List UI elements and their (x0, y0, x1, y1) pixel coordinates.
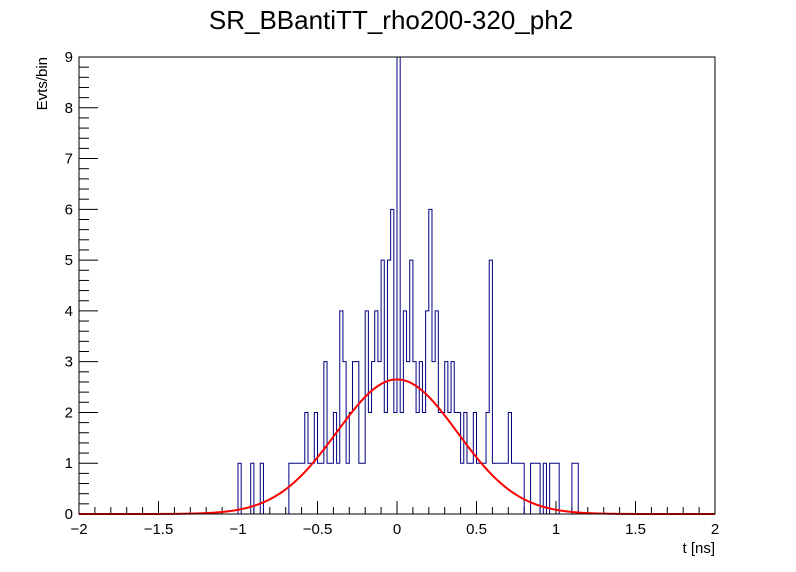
x-tick-label: 0.5 (466, 521, 487, 538)
y-tick-label: 8 (65, 100, 73, 117)
x-axis-label: t [ns] (682, 540, 715, 557)
y-tick-label: 1 (65, 455, 73, 472)
y-tick-label: 7 (65, 151, 73, 168)
x-tick-label: 0 (393, 521, 401, 538)
y-tick-label: 0 (65, 506, 73, 523)
y-tick-label: 2 (65, 404, 73, 421)
histogram-series (79, 56, 715, 515)
x-tick-label: −2 (70, 521, 87, 538)
x-tick-label: −1.5 (144, 521, 174, 538)
y-axis-label: Evts/bin (34, 57, 51, 110)
axis-tick-labels: −2 −1.5 −1 −0.5 0 0.5 1 1.5 2 0 1 2 3 4 5 6 7 8 9 (65, 49, 720, 538)
y-tick-label: 5 (65, 252, 73, 269)
y-tick-label: 9 (65, 49, 73, 66)
histogram-step-line (79, 56, 715, 515)
y-tick-label: 3 (65, 354, 73, 371)
y-tick-label: 6 (65, 201, 73, 218)
x-tick-label: 1 (552, 521, 560, 538)
x-tick-label: 1.5 (625, 521, 646, 538)
chart-title: SR_BBantiTT_rho200-320_ph2 (209, 5, 573, 35)
y-tick-label: 4 (65, 303, 73, 320)
plot-frame (78, 56, 716, 515)
x-tick-label: −0.5 (303, 521, 333, 538)
x-tick-label: −1 (229, 521, 246, 538)
x-tick-label: 2 (711, 521, 719, 538)
